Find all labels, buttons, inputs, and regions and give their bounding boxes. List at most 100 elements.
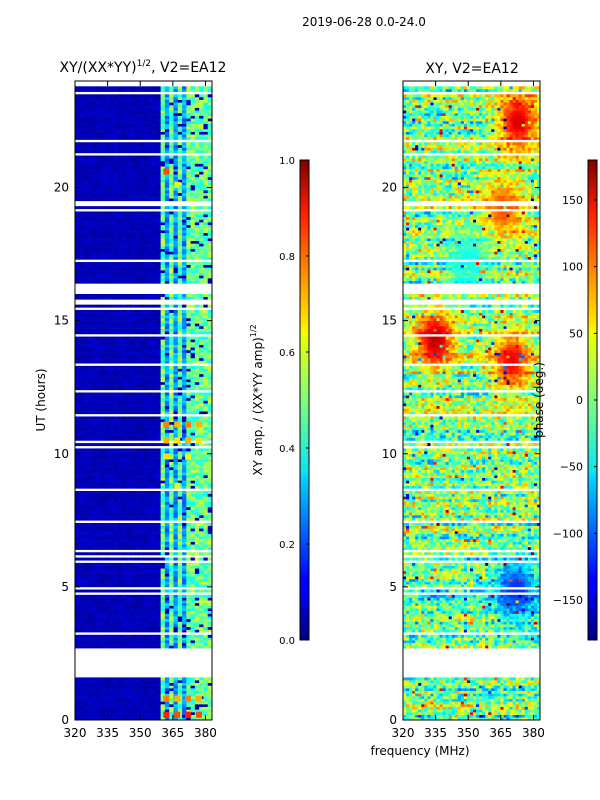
heatmap-cell — [100, 347, 106, 351]
heatmap-cell — [194, 475, 200, 479]
heatmap-cell — [83, 304, 89, 308]
heatmap-cell — [152, 621, 157, 625]
heatmap-cell — [126, 616, 132, 620]
heatmap-cell — [186, 341, 191, 345]
heatmap-cell — [92, 605, 97, 609]
heatmap-cell — [92, 525, 97, 529]
heatmap-cell — [87, 499, 93, 502]
heatmap-cell — [152, 573, 157, 577]
heatmap-cell — [122, 469, 127, 473]
heatmap-cell — [126, 275, 132, 279]
heatmap-cell — [104, 544, 110, 548]
heatmap-cell — [134, 339, 140, 343]
heatmap-cell — [92, 352, 97, 356]
heatmap-cell — [164, 325, 170, 329]
heatmap-cell — [173, 602, 179, 606]
heatmap-cell — [87, 562, 93, 566]
heatmap-cell — [199, 427, 204, 431]
heatmap-cell — [104, 246, 110, 250]
heatmap-cell — [75, 403, 80, 407]
heatmap-cell — [104, 448, 110, 452]
heatmap-cell — [100, 605, 106, 609]
heatmap-cell — [156, 456, 162, 460]
heatmap-cell — [126, 328, 132, 332]
heatmap-cell — [169, 403, 174, 407]
heatmap-cell — [147, 222, 153, 226]
heatmap-cell — [147, 240, 153, 244]
heatmap-cell — [100, 533, 106, 537]
heatmap-cell — [139, 546, 144, 550]
heatmap-cell — [143, 618, 149, 622]
heatmap-cell — [199, 267, 204, 271]
heatmap-cell — [203, 637, 209, 641]
heatmap-cell — [83, 576, 89, 580]
heatmap-cell — [96, 461, 102, 465]
heatmap-cell — [182, 685, 187, 689]
heatmap-cell — [134, 262, 140, 266]
heatmap-cell — [186, 262, 191, 266]
heatmap-cell — [75, 275, 80, 279]
heatmap-cell — [126, 421, 132, 425]
heatmap-cell — [199, 278, 204, 281]
heatmap-cell — [92, 216, 97, 220]
heatmap-cell — [122, 509, 127, 513]
heatmap-cell — [75, 642, 80, 646]
heatmap-cell — [147, 483, 153, 486]
heatmap-cell — [177, 624, 183, 628]
heatmap-cell — [109, 704, 114, 707]
heatmap-cell — [147, 541, 153, 545]
heatmap-cell — [207, 373, 212, 377]
heatmap-cell — [169, 408, 174, 412]
heatmap-cell — [122, 405, 127, 409]
heatmap-cell — [130, 714, 136, 718]
heatmap-cell — [164, 717, 170, 720]
heatmap-cell — [104, 701, 110, 705]
heatmap-cell — [169, 637, 174, 641]
heatmap-cell — [207, 685, 212, 689]
heatmap-cell — [83, 235, 89, 239]
heatmap-cell — [130, 368, 136, 372]
heatmap-cell — [156, 448, 162, 452]
heatmap-cell — [203, 461, 209, 465]
heatmap-cell — [164, 464, 170, 468]
heatmap-cell — [152, 419, 157, 423]
heatmap-cell — [143, 541, 149, 545]
heatmap-cell — [147, 610, 153, 614]
heatmap-cell — [100, 704, 106, 707]
heatmap-cell — [117, 472, 123, 476]
heatmap-cell — [169, 443, 174, 447]
heatmap-cell — [104, 235, 110, 239]
heatmap-cell — [92, 411, 97, 415]
heatmap-cell — [169, 688, 174, 692]
heatmap-cell — [173, 613, 179, 617]
heatmap-cell — [207, 629, 212, 633]
heatmap-cell — [186, 509, 191, 513]
heatmap-cell — [186, 227, 191, 231]
heatmap-cell — [79, 469, 84, 473]
heatmap-cell — [190, 701, 196, 705]
heatmap-cell — [169, 280, 174, 284]
heatmap-cell — [160, 427, 166, 431]
heatmap-cell — [96, 690, 102, 694]
heatmap-cell — [182, 530, 187, 534]
heatmap-cell — [96, 608, 102, 612]
heatmap-cell — [194, 400, 200, 404]
heatmap-cell — [126, 408, 132, 412]
heatmap-cell — [152, 528, 157, 532]
heatmap-cell — [147, 682, 153, 686]
heatmap-cell — [100, 416, 106, 420]
heatmap-cell — [83, 427, 89, 431]
heatmap-cell — [169, 336, 174, 340]
heatmap-cell — [109, 352, 114, 356]
heatmap-cell — [169, 251, 174, 255]
heatmap-cell — [134, 304, 140, 308]
heatmap-cell — [143, 568, 149, 572]
heatmap-cell — [92, 552, 97, 556]
heatmap-cell — [164, 496, 170, 500]
heatmap-cell — [92, 704, 97, 707]
heatmap-cell — [194, 600, 200, 604]
heatmap-cell — [190, 499, 196, 502]
heatmap-cell — [134, 480, 140, 484]
heatmap-cell — [139, 381, 144, 385]
heatmap-cell — [96, 373, 102, 377]
